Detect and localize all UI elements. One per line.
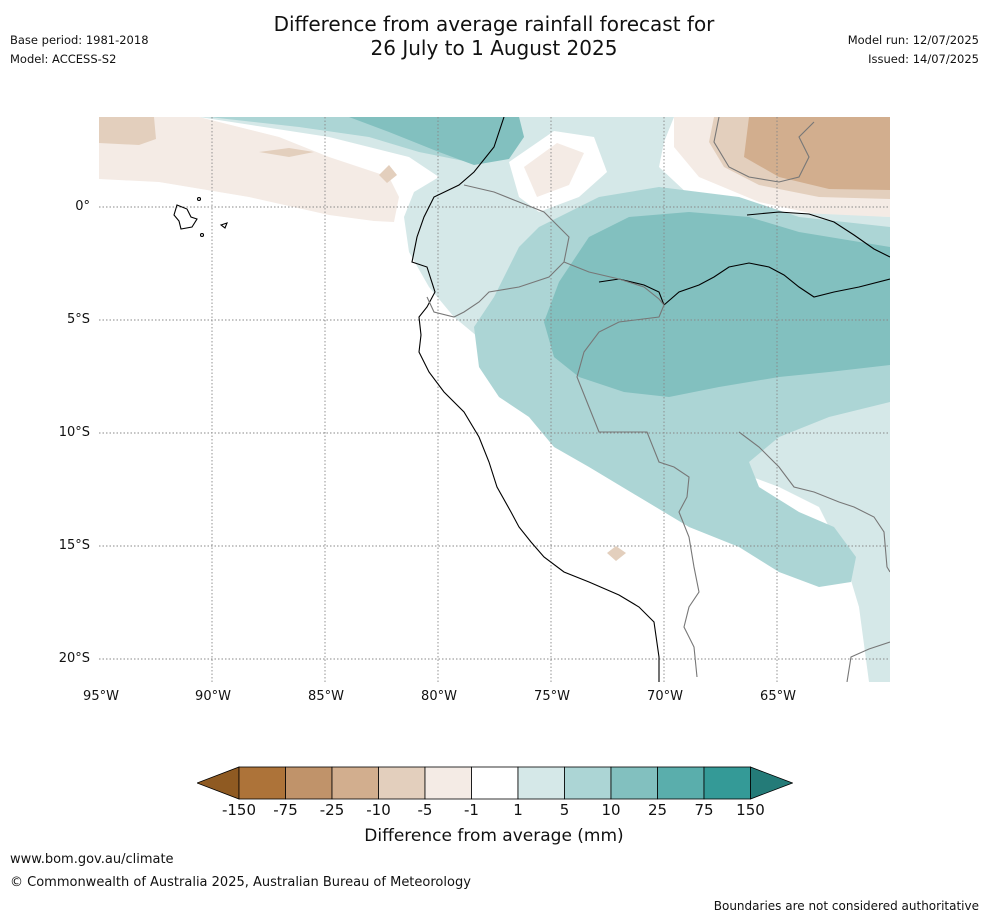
- dry-zone-northeast-deep: [744, 117, 890, 190]
- rainfall-map: [99, 117, 890, 682]
- lon-label-70w: 70°W: [647, 689, 683, 704]
- color-bar-tick-label: 10: [601, 801, 621, 819]
- color-bar-tick-label: -5: [417, 801, 433, 819]
- wet-zone-colombia-light: [524, 143, 584, 197]
- color-bar-arrow-left: [197, 766, 240, 800]
- dry-spot-west: [259, 148, 314, 157]
- meta-right: Model run: 12/07/2025 Issued: 14/07/2025: [848, 31, 979, 69]
- color-bar-tick-label: -10: [366, 801, 391, 819]
- color-bar-swatches: [197, 766, 793, 800]
- dry-spot-south: [607, 546, 626, 561]
- lat-label-5s: 5°S: [66, 312, 90, 327]
- galapagos-islands: [173, 196, 228, 238]
- color-bar-tick-label: 150: [736, 801, 765, 819]
- color-bar-swatch: [331, 766, 379, 800]
- lat-label-15s: 15°S: [58, 538, 90, 553]
- lon-label-85w: 85°W: [308, 689, 344, 704]
- north-coast: [746, 211, 890, 258]
- lat-label-20s: 20°S: [58, 651, 90, 666]
- color-bar-tick-label: -150: [221, 801, 257, 819]
- color-bar-tick-label: 25: [647, 801, 668, 819]
- color-bar-tick-label: -1: [464, 801, 479, 819]
- color-bar-tick-label: -25: [319, 801, 345, 819]
- color-bar: [197, 766, 793, 800]
- lon-label-90w: 90°W: [195, 689, 231, 704]
- lon-label-95w: 95°W: [83, 689, 119, 704]
- coastline: [411, 117, 660, 682]
- model-name: Model: ACCESS-S2: [10, 52, 117, 66]
- color-bar-swatch: [564, 766, 612, 800]
- color-bar-tick-label: 75: [694, 801, 714, 819]
- color-bar-swatch: [657, 766, 705, 800]
- color-bar-swatch: [285, 766, 333, 800]
- color-bar-swatch: [517, 766, 565, 800]
- footer-url: www.bom.gov.au/climate: [10, 852, 174, 867]
- lat-label-0: 0°: [75, 199, 90, 214]
- map-canvas: [99, 117, 890, 682]
- lon-label-80w: 80°W: [421, 689, 457, 704]
- color-bar-tick-label: 5: [559, 801, 570, 819]
- graticule: [99, 117, 890, 682]
- lat-label-10s: 10°S: [58, 425, 90, 440]
- color-bar-swatch: [238, 766, 286, 800]
- dry-zone-west: [99, 117, 399, 222]
- dry-zone-west-light: [99, 117, 156, 145]
- footer-copyright: © Commonwealth of Australia 2025, Austra…: [10, 875, 471, 890]
- wet-zone-strong: [544, 212, 890, 397]
- meta-left: Base period: 1981-2018 Model: ACCESS-S2: [10, 31, 149, 69]
- color-bar-swatch: [610, 766, 658, 800]
- wet-zone-north-strong: [349, 117, 524, 165]
- color-bar-tick-label: -75: [273, 801, 298, 819]
- lon-label-65w: 65°W: [760, 689, 796, 704]
- lon-label-75w: 75°W: [534, 689, 570, 704]
- color-bar-tick-label: 1: [513, 801, 523, 819]
- color-bar-swatch: [703, 766, 751, 800]
- color-bar-swatch: [424, 766, 472, 800]
- amazon-river: [598, 262, 890, 306]
- country-borders: [426, 117, 890, 682]
- footer-note: Boundaries are not considered authoritat…: [713, 899, 979, 913]
- color-bar-swatch: [471, 766, 519, 800]
- title-line-1: Difference from average rainfall forecas…: [273, 12, 715, 36]
- model-run: Model run: 12/07/2025: [847, 33, 979, 47]
- color-bar-swatch: [378, 766, 426, 800]
- title-line-2: 26 July to 1 August 2025: [370, 36, 618, 60]
- legend-title: Difference from average (mm): [364, 826, 624, 846]
- issued-date: Issued: 14/07/2025: [868, 52, 979, 66]
- base-period: Base period: 1981-2018: [10, 33, 149, 47]
- map-title: Difference from average rainfall forecas…: [0, 12, 988, 60]
- color-bar-arrow-right: [750, 766, 793, 800]
- dry-spot-mid: [379, 165, 397, 183]
